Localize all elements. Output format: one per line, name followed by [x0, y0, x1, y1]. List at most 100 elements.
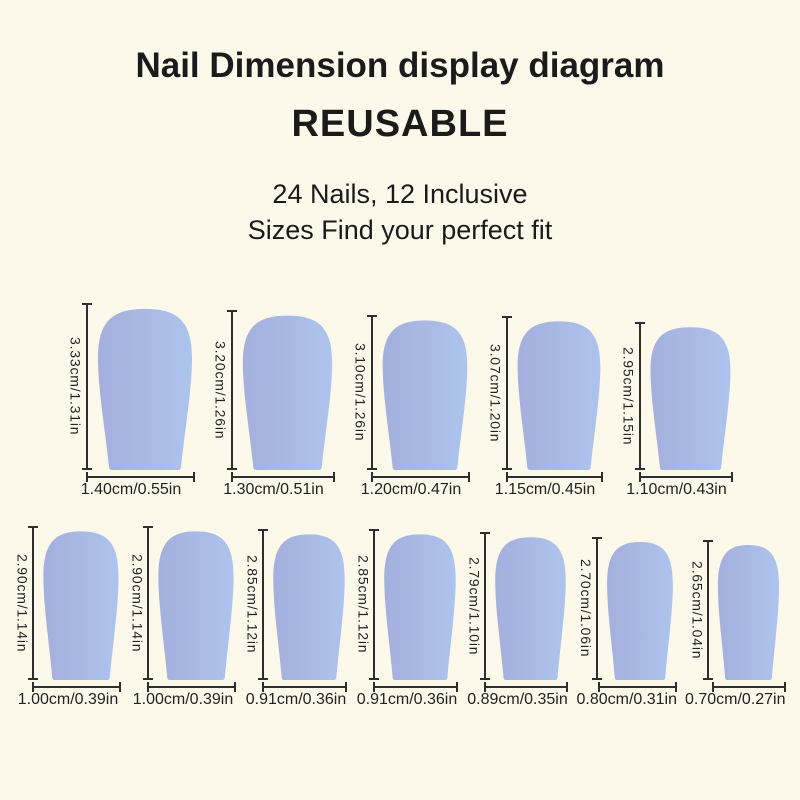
nail-shape	[650, 327, 730, 470]
nail-width-label: 0.80cm/0.31in	[576, 690, 677, 708]
length-label-column: 2.90cm/1.14in	[129, 526, 145, 680]
length-dimension-line	[366, 314, 377, 470]
width-dimension-line	[711, 681, 786, 692]
nail-shape	[158, 531, 235, 680]
nail-size-figure: 2.90cm/1.14in 1.00cm/0.39in	[14, 525, 122, 709]
nail-shape	[242, 315, 332, 470]
nail-figure-body: 2.85cm/1.12in	[355, 528, 458, 680]
length-label-column: 2.90cm/1.14in	[14, 526, 30, 680]
length-label-column: 2.85cm/1.12in	[355, 529, 371, 680]
nail-row-top: 3.33cm/1.31in 1.40cm/0.55in 3.20cm/1.26i…	[0, 302, 800, 499]
nail-figure-body: 2.79cm/1.10in	[466, 531, 568, 680]
length-dimension-line	[258, 528, 269, 680]
length-dimension-line	[226, 309, 237, 470]
nail-shape	[43, 531, 120, 680]
tagline: 24 Nails, 12 Inclusive Sizes Find your p…	[248, 177, 553, 249]
nail-shape	[517, 321, 600, 470]
length-label-column: 2.85cm/1.12in	[244, 529, 260, 680]
nail-length-label: 2.85cm/1.12in	[244, 555, 261, 654]
nail-shape	[382, 320, 467, 470]
nail-figure-body: 3.07cm/1.20in	[488, 315, 603, 470]
length-dimension-line	[28, 525, 39, 680]
nail-size-figure: 2.85cm/1.12in 0.91cm/0.36in	[355, 528, 459, 709]
width-dimension-line	[230, 471, 335, 482]
width-dimension-line	[262, 681, 348, 692]
width-dimension-line	[373, 681, 459, 692]
width-dimension-line	[638, 471, 733, 482]
length-dimension-line	[634, 321, 645, 470]
length-label-column: 2.79cm/1.10in	[466, 532, 482, 680]
nail-width-label: 1.30cm/0.51in	[223, 480, 324, 498]
nail-width-label: 1.40cm/0.55in	[80, 480, 182, 498]
length-label-column: 3.20cm/1.26in	[213, 310, 229, 470]
length-dimension-line	[81, 302, 92, 470]
length-label-column: 2.65cm/1.04in	[689, 540, 705, 680]
width-dimension-line	[370, 471, 470, 482]
length-dimension-line	[501, 315, 512, 470]
nail-length-label: 3.10cm/1.26in	[352, 343, 369, 442]
tagline-line-2: Sizes Find your perfect fit	[247, 214, 553, 245]
nail-width-label: 1.20cm/0.47in	[360, 480, 462, 498]
nail-shape	[273, 534, 346, 680]
width-dimension-line	[598, 681, 677, 692]
length-dimension-line	[143, 525, 154, 680]
nail-size-figure: 2.65cm/1.04in 0.70cm/0.27in	[685, 539, 786, 709]
length-label-column: 3.10cm/1.26in	[353, 315, 369, 470]
nail-size-figure: 3.20cm/1.26in 1.30cm/0.51in	[213, 309, 335, 499]
nail-length-label: 3.20cm/1.26in	[212, 340, 229, 439]
nail-figure-body: 2.90cm/1.14in	[14, 525, 121, 680]
length-label-column: 2.70cm/1.06in	[578, 537, 594, 680]
nail-width-label: 0.70cm/0.27in	[685, 690, 786, 708]
nail-figure-body: 2.90cm/1.14in	[129, 525, 236, 680]
width-dimension-line	[32, 681, 122, 692]
nail-shape	[718, 544, 780, 680]
nail-figure-body: 2.70cm/1.06in	[578, 536, 675, 680]
nail-width-label: 0.91cm/0.36in	[245, 690, 347, 708]
nail-shape	[384, 534, 457, 680]
length-dimension-line	[592, 536, 603, 680]
nail-figure-body: 2.65cm/1.04in	[689, 539, 781, 680]
length-label-column: 3.33cm/1.31in	[68, 303, 84, 470]
nail-figure-body: 3.10cm/1.26in	[353, 314, 470, 470]
tagline-line-1: 24 Nails, 12 Inclusive	[272, 179, 528, 209]
width-dimension-line	[505, 471, 603, 482]
length-dimension-line	[480, 531, 491, 680]
page-title: Nail Dimension display diagram	[135, 46, 665, 85]
nail-length-label: 2.70cm/1.06in	[578, 559, 595, 658]
nail-length-label: 2.79cm/1.10in	[466, 556, 483, 655]
nail-size-figure: 2.85cm/1.12in 0.91cm/0.36in	[244, 528, 348, 709]
nail-size-figure: 2.70cm/1.06in 0.80cm/0.31in	[576, 536, 677, 709]
nail-length-label: 2.95cm/1.15in	[620, 346, 637, 445]
nail-width-label: 0.91cm/0.36in	[356, 690, 458, 708]
nail-length-label: 2.90cm/1.14in	[14, 553, 31, 652]
nail-figure-body: 3.20cm/1.26in	[213, 309, 335, 470]
nail-width-label: 1.00cm/0.39in	[17, 690, 119, 708]
length-dimension-line	[703, 539, 714, 680]
length-label-column: 3.07cm/1.20in	[488, 316, 504, 470]
nail-row-bottom: 2.90cm/1.14in 1.00cm/0.39in 2.90cm/1.14i…	[0, 525, 800, 709]
width-dimension-line	[85, 471, 195, 482]
nail-length-label: 3.33cm/1.31in	[67, 337, 84, 436]
nail-figure-body: 3.33cm/1.31in	[68, 302, 195, 470]
length-label-column: 2.95cm/1.15in	[621, 322, 637, 470]
nail-figure-body: 2.95cm/1.15in	[621, 321, 733, 470]
page-subtitle: REUSABLE	[291, 103, 509, 145]
width-dimension-line	[484, 681, 569, 692]
nail-length-label: 2.65cm/1.04in	[689, 560, 706, 659]
nail-width-label: 0.89cm/0.35in	[467, 690, 568, 708]
nail-length-label: 2.85cm/1.12in	[355, 555, 372, 654]
nail-width-label: 1.00cm/0.39in	[132, 690, 234, 708]
nail-length-label: 3.07cm/1.20in	[487, 343, 504, 442]
nail-shape	[97, 308, 192, 470]
nail-size-figure: 2.95cm/1.15in 1.10cm/0.43in	[621, 321, 733, 499]
nail-size-figure: 2.79cm/1.10in 0.89cm/0.35in	[466, 531, 569, 709]
nail-size-figure: 3.10cm/1.26in 1.20cm/0.47in	[353, 314, 470, 499]
nail-shape	[607, 541, 674, 680]
nail-width-label: 1.15cm/0.45in	[494, 480, 596, 498]
width-dimension-line	[147, 681, 237, 692]
nail-figure-body: 2.85cm/1.12in	[244, 528, 347, 680]
nail-size-figure: 3.33cm/1.31in 1.40cm/0.55in	[68, 302, 195, 499]
nail-size-figure: 2.90cm/1.14in 1.00cm/0.39in	[129, 525, 237, 709]
nail-width-label: 1.10cm/0.43in	[626, 480, 727, 498]
